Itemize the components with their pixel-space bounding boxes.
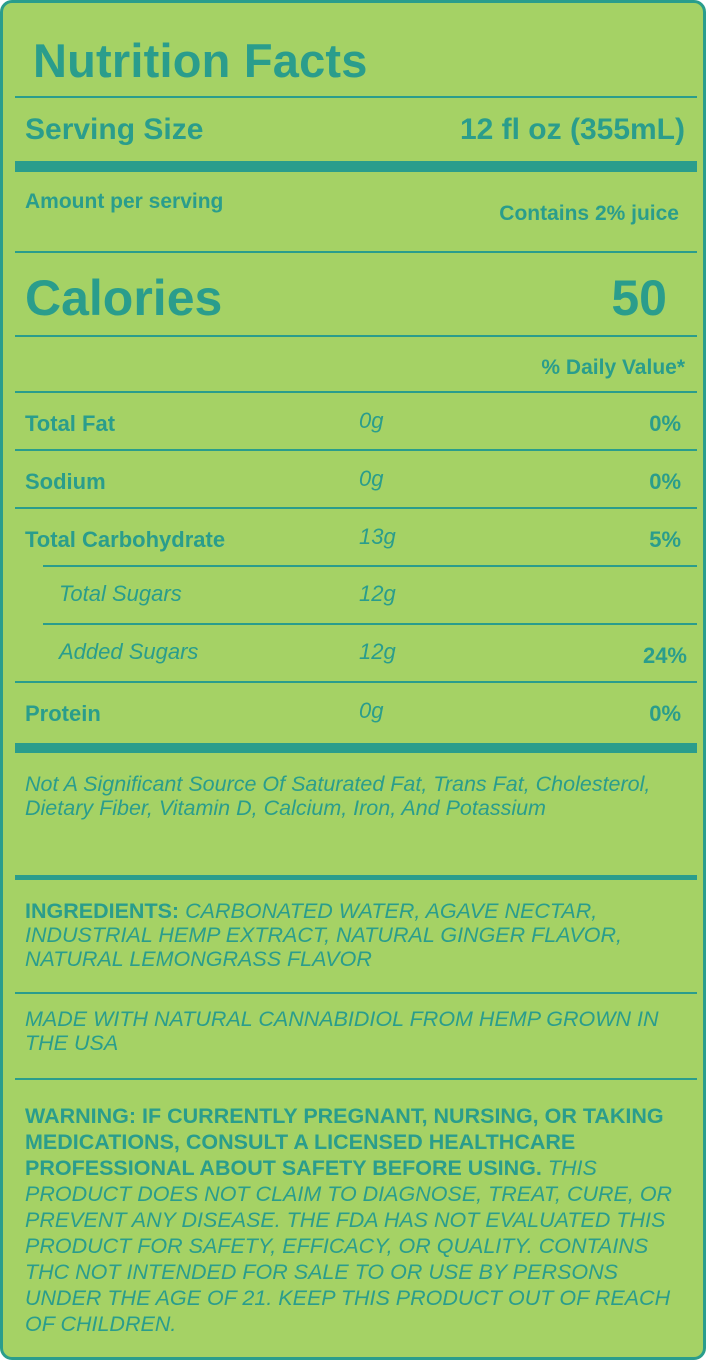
- nutrient-name: Protein: [25, 701, 101, 726]
- nutrient-name: Added Sugars: [59, 639, 199, 664]
- ingredients: INGREDIENTS: CARBONATED WATER, AGAVE NEC…: [25, 899, 665, 971]
- nutrient-name: Sodium: [25, 469, 106, 494]
- calories-label: Calories: [25, 270, 223, 326]
- amount-per-serving: Amount per serving: [25, 190, 224, 213]
- divider: [43, 623, 697, 625]
- serving-size-value: 12 fl oz (355mL): [459, 113, 685, 146]
- thick-divider: [15, 743, 697, 753]
- daily-value-header: % Daily Value*: [541, 356, 685, 379]
- nutrient-amount: 12g: [359, 581, 396, 606]
- divider: [15, 681, 697, 683]
- nutrient-name: Total Fat: [25, 411, 116, 436]
- warning-text: THIS PRODUCT DOES NOT CLAIM TO DIAGNOSE,…: [25, 1156, 673, 1336]
- nutrient-amount: 0g: [359, 698, 384, 723]
- divider: [43, 565, 697, 567]
- nutrient-daily-value: 24%: [642, 643, 687, 668]
- divider: [15, 875, 697, 880]
- divider: [15, 96, 697, 98]
- serving-size-label: Serving Size: [25, 113, 204, 146]
- warning-bold: WARNING: IF CURRENTLY PREGNANT, NURSING,…: [25, 1104, 664, 1180]
- ingredients-label: INGREDIENTS:: [25, 899, 180, 923]
- nutrient-name: Total Carbohydrate: [25, 527, 226, 552]
- divider: [15, 449, 697, 451]
- divider: [15, 1078, 697, 1080]
- nutrient-daily-value: 0%: [649, 701, 681, 726]
- not-significant-note: Not A Significant Source Of Saturated Fa…: [25, 772, 651, 820]
- nutrient-amount: 12g: [359, 639, 396, 664]
- nutrient-amount: 13g: [359, 524, 396, 549]
- divider: [15, 507, 697, 509]
- calories-value: 50: [611, 270, 667, 326]
- divider: [15, 251, 697, 253]
- nutrient-daily-value: 0%: [649, 469, 681, 494]
- nutrient-daily-value: 5%: [649, 527, 681, 552]
- divider: [15, 335, 697, 337]
- nutrient-daily-value: 0%: [649, 411, 681, 436]
- thick-divider: [15, 161, 697, 172]
- nutrient-amount: 0g: [359, 466, 384, 491]
- juice-note: Contains 2% juice: [499, 202, 679, 225]
- warning: WARNING: IF CURRENTLY PREGNANT, NURSING,…: [25, 1103, 690, 1337]
- nutrient-name: Total Sugars: [59, 581, 182, 606]
- ingredients-text: CARBONATED WATER, AGAVE NECTAR, INDUSTRI…: [25, 899, 622, 971]
- label-title: Nutrition Facts: [33, 34, 368, 87]
- nutrient-amount: 0g: [359, 408, 384, 433]
- divider: [15, 391, 697, 393]
- made-with-note: MADE WITH NATURAL CANNABIDIOL FROM HEMP …: [25, 1007, 659, 1055]
- divider: [15, 992, 697, 994]
